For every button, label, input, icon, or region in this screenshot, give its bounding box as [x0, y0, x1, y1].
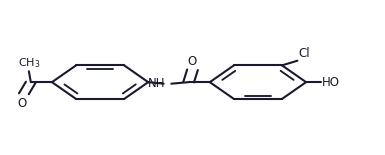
Text: O: O: [17, 97, 27, 110]
Text: CH$_3$: CH$_3$: [18, 56, 40, 70]
Text: HO: HO: [322, 76, 340, 89]
Text: NH: NH: [148, 77, 166, 90]
Text: O: O: [188, 55, 197, 68]
Text: Cl: Cl: [298, 47, 310, 60]
